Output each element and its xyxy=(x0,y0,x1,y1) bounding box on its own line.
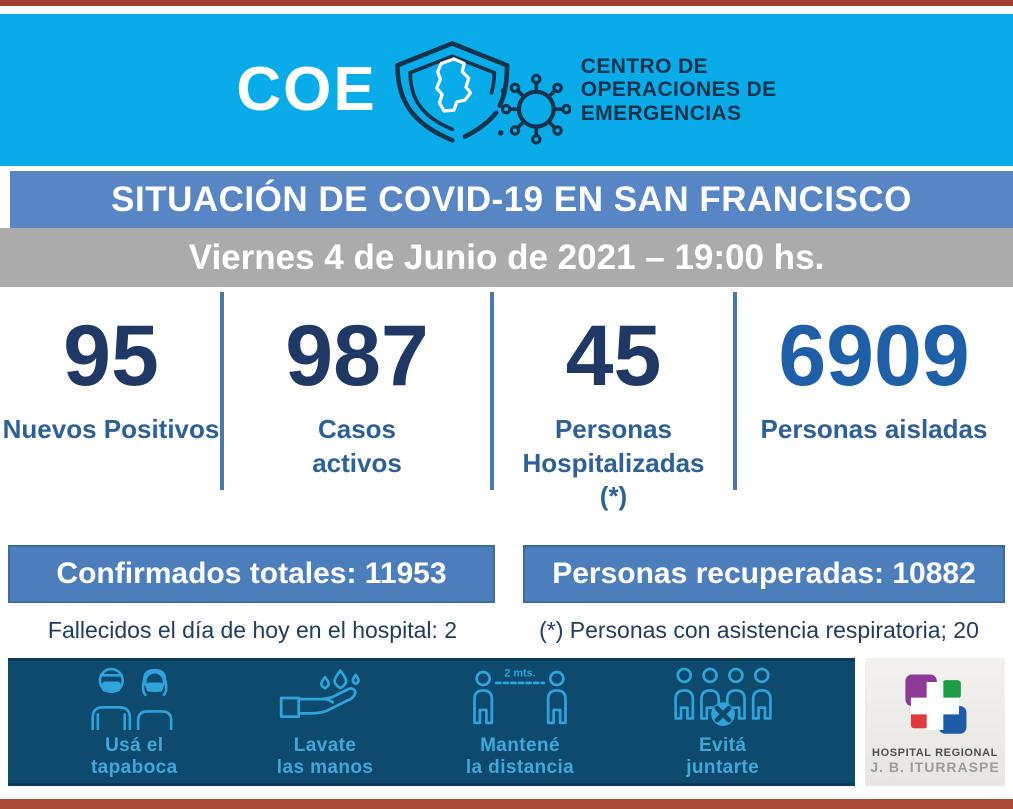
bottom-white-gap xyxy=(0,786,1013,799)
totals-section: Confirmados totales: 11953 Personas recu… xyxy=(8,545,1005,603)
hand-washing-icon xyxy=(279,666,371,730)
advice-label: Mantené la distancia xyxy=(465,735,575,778)
advice-label: Lavate las manos xyxy=(276,735,374,778)
stats-section: 95 Nuevos Positivos 987 Casos activos 45… xyxy=(0,287,1013,535)
stat-hospitalized: 45 Personas Hospitalizadas (*) xyxy=(492,287,735,535)
recovered-total-text: Personas recuperadas: 10882 xyxy=(552,557,976,590)
stat-label: Casos activos xyxy=(312,414,402,478)
deaths-note: Fallecidos el día de hoy en el hospital:… xyxy=(47,617,458,643)
advice-label: Evitá juntarte xyxy=(686,735,760,778)
stat-value: 95 xyxy=(63,308,159,404)
bottom-section: Usá el tapaboca Lavate xyxy=(8,658,1005,786)
hospital-logo-card: HOSPITAL REGIONAL J. B. ITURRASPE xyxy=(865,658,1005,786)
top-frame-bar xyxy=(0,0,1013,6)
confirmed-total-text: Confirmados totales: 11953 xyxy=(56,557,447,590)
advice-mask: Usá el tapaboca xyxy=(84,666,184,778)
stat-label: Nuevos Positivos xyxy=(2,414,220,445)
top-white-gap xyxy=(0,6,1013,14)
stat-isolated: 6909 Personas aisladas xyxy=(735,287,1013,535)
advice-label: Usá el tapaboca xyxy=(90,735,178,778)
coe-shield-virus-icon xyxy=(381,31,571,149)
stat-divider xyxy=(733,292,737,490)
distance-label: 2 mts. xyxy=(504,668,535,680)
coe-logo-text: COE xyxy=(236,55,377,124)
advice-bar: Usá el tapaboca Lavate xyxy=(8,658,855,786)
advice-gathering: Evitá juntarte xyxy=(667,666,779,778)
header-divider-gap xyxy=(0,166,1013,171)
stat-value: 45 xyxy=(565,308,662,404)
stat-label: Personas aisladas xyxy=(760,414,988,445)
hospital-name: HOSPITAL REGIONAL xyxy=(872,747,998,759)
org-name-line: OPERACIONES DE xyxy=(580,78,777,102)
avoid-gathering-icon xyxy=(667,666,779,730)
stat-value: 987 xyxy=(285,308,429,404)
notes-section: Fallecidos el día de hoy en el hospital:… xyxy=(0,603,1013,658)
confirmed-total-bar: Confirmados totales: 11953 xyxy=(8,545,495,603)
date-bar: Viernes 4 de Junio de 2021 – 19:00 hs. xyxy=(0,228,1013,287)
report-date: Viernes 4 de Junio de 2021 – 19:00 hs. xyxy=(188,237,825,277)
bottom-frame-bar xyxy=(0,799,1013,809)
advice-wash: Lavate las manos xyxy=(277,666,374,778)
social-distance-icon: 2 mts. xyxy=(468,666,572,730)
masked-couple-icon xyxy=(84,666,184,731)
stat-active-cases: 987 Casos activos xyxy=(222,287,492,535)
stat-label: Personas Hospitalizadas (*) xyxy=(522,414,705,511)
org-name: CENTRO DE OPERACIONES DE EMERGENCIAS xyxy=(581,55,777,126)
org-name-line: EMERGENCIAS xyxy=(580,101,742,125)
hospital-subname: J. B. ITURRASPE xyxy=(870,759,1000,775)
org-name-line: CENTRO DE xyxy=(580,54,709,78)
title-bar: SITUACIÓN DE COVID-19 EN SAN FRANCISCO xyxy=(10,171,1013,228)
stat-new-positives: 95 Nuevos Positivos xyxy=(0,287,222,535)
recovered-total-bar: Personas recuperadas: 10882 xyxy=(523,545,1005,603)
advice-distance: 2 mts. Mantené la distancia xyxy=(466,666,574,778)
stat-value: 6909 xyxy=(778,308,970,404)
header: COE xyxy=(0,14,1013,166)
stat-divider xyxy=(490,292,494,490)
stat-divider xyxy=(220,292,224,490)
respiratory-note: (*) Personas con asistencia respiratoria… xyxy=(539,617,979,643)
page-title: SITUACIÓN DE COVID-19 EN SAN FRANCISCO xyxy=(111,179,912,219)
hospital-cross-icon xyxy=(898,669,972,743)
